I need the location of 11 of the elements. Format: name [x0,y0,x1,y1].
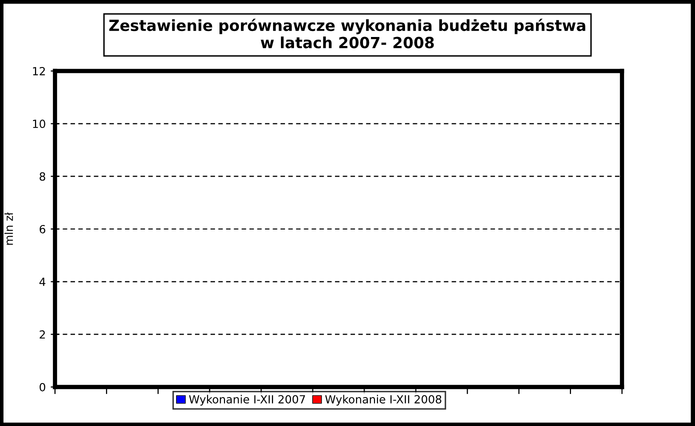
y-tick-label: 8 [40,172,46,181]
legend-label: Wykonanie I-XII 2008 [325,394,442,406]
y-tick-label: 12 [33,66,45,76]
y-axis-title: mln zł [4,212,13,245]
y-tick-label: 0 [40,382,46,392]
y-tick-label: 6 [40,224,46,234]
y-tick-label: 10 [33,120,46,128]
y-tick-label: 2 [40,330,45,339]
y-tick-label: 4 [39,278,46,286]
legend-label: Wykonanie I-XII 2007 [189,394,305,406]
chart-title: Zestawienie porównawcze wykonania budżetu państwa w latach 2007- 2008 [109,18,586,48]
